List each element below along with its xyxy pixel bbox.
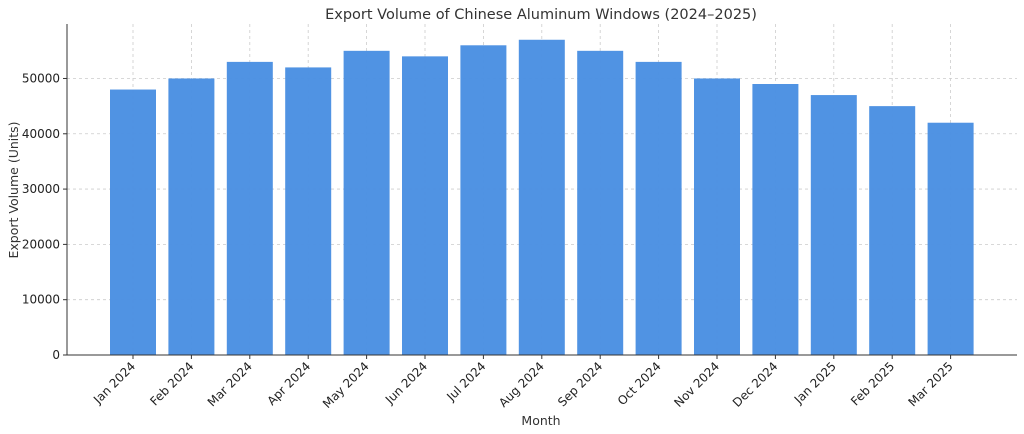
bar [285,67,332,355]
bar [460,45,507,356]
x-tick-label: Mar 2025 [906,359,956,409]
x-tick-label: May 2024 [320,359,372,411]
bar [869,106,916,355]
bar [168,78,215,356]
x-tick-label: Apr 2024 [264,359,313,408]
bar [518,39,565,356]
x-tick-label: Dec 2024 [730,359,781,410]
x-tick-label: Sep 2024 [555,359,605,409]
bar [927,122,974,355]
bar [694,78,740,356]
bar [635,61,682,355]
x-tick-label: Feb 2024 [147,359,196,408]
x-tick-label: Oct 2024 [615,359,664,408]
bar [810,95,857,355]
y-tick-label: 10000 [22,293,60,307]
x-tick-label: Feb 2025 [848,359,897,408]
x-tick-label: Jan 2025 [791,359,839,407]
bars [110,39,974,356]
x-tick-label: Aug 2024 [496,359,547,410]
bar [110,89,156,355]
y-tick-label: 40000 [22,127,60,141]
y-tick-label: 0 [52,348,60,362]
bar [752,84,799,355]
y-tick-label: 30000 [22,182,60,196]
bar [402,56,448,355]
y-tick-label: 50000 [22,71,60,85]
bar [577,50,624,356]
x-ticks: Jan 2024 Feb 2024 Mar 2024 Apr 2024 May 2024… [90,355,956,411]
bar [226,61,273,355]
x-tick-label: Jul 2024 [443,359,488,404]
chart-title: Export Volume of Chinese Aluminum Window… [325,7,757,23]
y-tick-label: 20000 [22,237,60,251]
x-tick-label: Jun 2024 [382,359,430,407]
x-tick-label: Jan 2024 [90,359,138,407]
y-axis-label: Export Volume (Units) [6,121,21,258]
x-axis-label: Month [521,413,560,428]
bar [343,50,390,356]
x-tick-label: Nov 2024 [671,359,722,410]
x-tick-label: Mar 2024 [205,359,255,409]
y-ticks: 0 10000 20000 30000 40000 50000 [22,71,67,362]
